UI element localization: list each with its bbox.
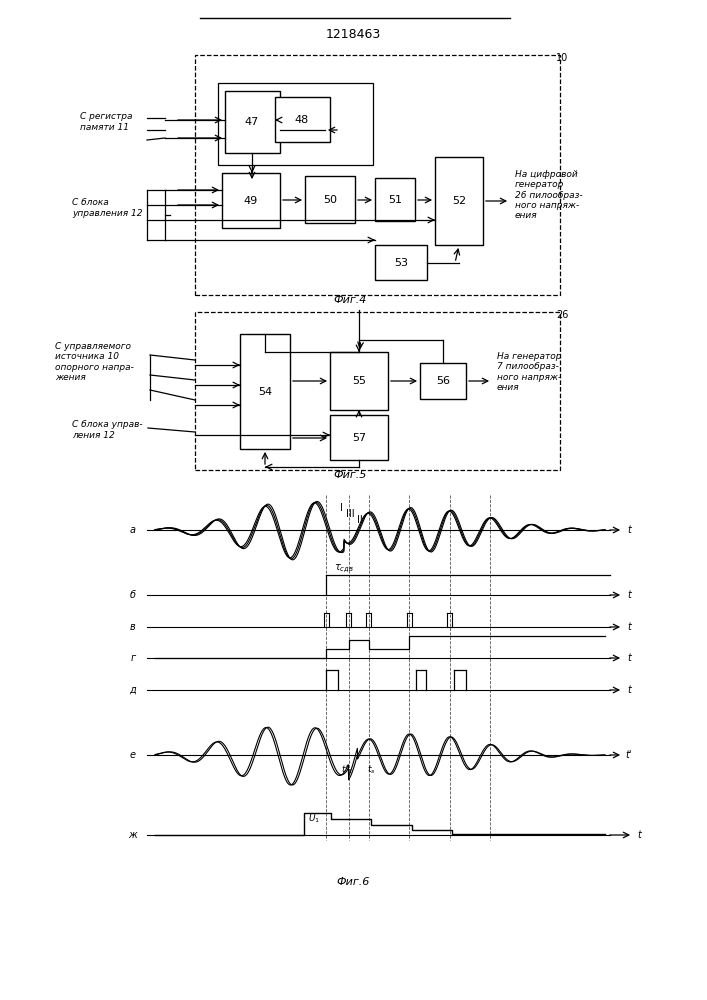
Text: 48: 48	[295, 115, 309, 125]
Text: $t_s$: $t_s$	[368, 764, 376, 776]
Bar	[195, 312, 560, 470]
Text: 56: 56	[436, 376, 450, 386]
Bar	[330, 415, 388, 460]
Text: С регистра
памяти 11: С регистра памяти 11	[80, 112, 132, 132]
Text: С блока
управления 12: С блока управления 12	[72, 198, 143, 218]
Text: 51: 51	[388, 195, 402, 205]
Text: 10: 10	[556, 53, 568, 63]
Text: II: II	[357, 515, 363, 525]
Text: б: б	[130, 590, 136, 600]
Bar	[225, 91, 280, 153]
Bar	[240, 334, 290, 449]
Text: 50: 50	[323, 195, 337, 205]
Text: ж: ж	[129, 830, 137, 840]
Text: Фиг.5: Фиг.5	[333, 470, 367, 480]
Text: t: t	[637, 830, 641, 840]
Bar	[222, 173, 280, 228]
Bar	[420, 363, 466, 399]
Text: 47: 47	[245, 117, 259, 127]
Text: 1218463: 1218463	[325, 28, 380, 41]
Text: t: t	[627, 653, 631, 663]
Text: 53: 53	[394, 258, 408, 268]
Text: t: t	[627, 590, 631, 600]
Text: Фиг.6: Фиг.6	[337, 877, 370, 887]
Text: I: I	[340, 503, 343, 513]
Text: На цифровой
генератор
26 пилообраз-
ного напряж-
ения: На цифровой генератор 26 пилообраз- ного…	[515, 170, 583, 220]
Text: 54: 54	[258, 387, 272, 397]
Text: Фиг.4: Фиг.4	[333, 295, 367, 305]
Bar	[375, 245, 427, 280]
Text: С управляемого
источника 10
опорного напра-
жения: С управляемого источника 10 опорного нап…	[55, 342, 134, 382]
Text: 49: 49	[244, 196, 258, 206]
Text: а: а	[130, 525, 136, 535]
Bar	[275, 97, 330, 142]
Bar	[218, 83, 373, 165]
Text: 26: 26	[556, 310, 568, 320]
Text: 57: 57	[352, 433, 366, 443]
Text: в: в	[130, 622, 136, 632]
Text: е: е	[130, 750, 136, 760]
Text: 55: 55	[352, 376, 366, 386]
Text: t: t	[627, 622, 631, 632]
Bar	[330, 352, 388, 410]
Text: д: д	[129, 685, 136, 695]
Bar	[305, 176, 355, 223]
Bar	[375, 178, 415, 221]
Text: г: г	[130, 653, 136, 663]
Text: $\tau_{сдв}$: $\tau_{сдв}$	[334, 563, 354, 575]
Text: t: t	[627, 685, 631, 695]
Text: III: III	[346, 509, 355, 519]
Text: С блока управ-
ления 12: С блока управ- ления 12	[72, 420, 143, 440]
Bar	[195, 55, 560, 295]
Bar	[435, 157, 483, 245]
Text: На генератор
7 пилообраз-
ного напряж-
ения: На генератор 7 пилообраз- ного напряж- е…	[497, 352, 561, 392]
Text: $U_1$: $U_1$	[308, 813, 320, 825]
Text: $t'_1$: $t'_1$	[341, 764, 352, 776]
Text: t: t	[627, 525, 631, 535]
Text: t': t'	[626, 750, 632, 760]
Text: 52: 52	[452, 196, 466, 206]
